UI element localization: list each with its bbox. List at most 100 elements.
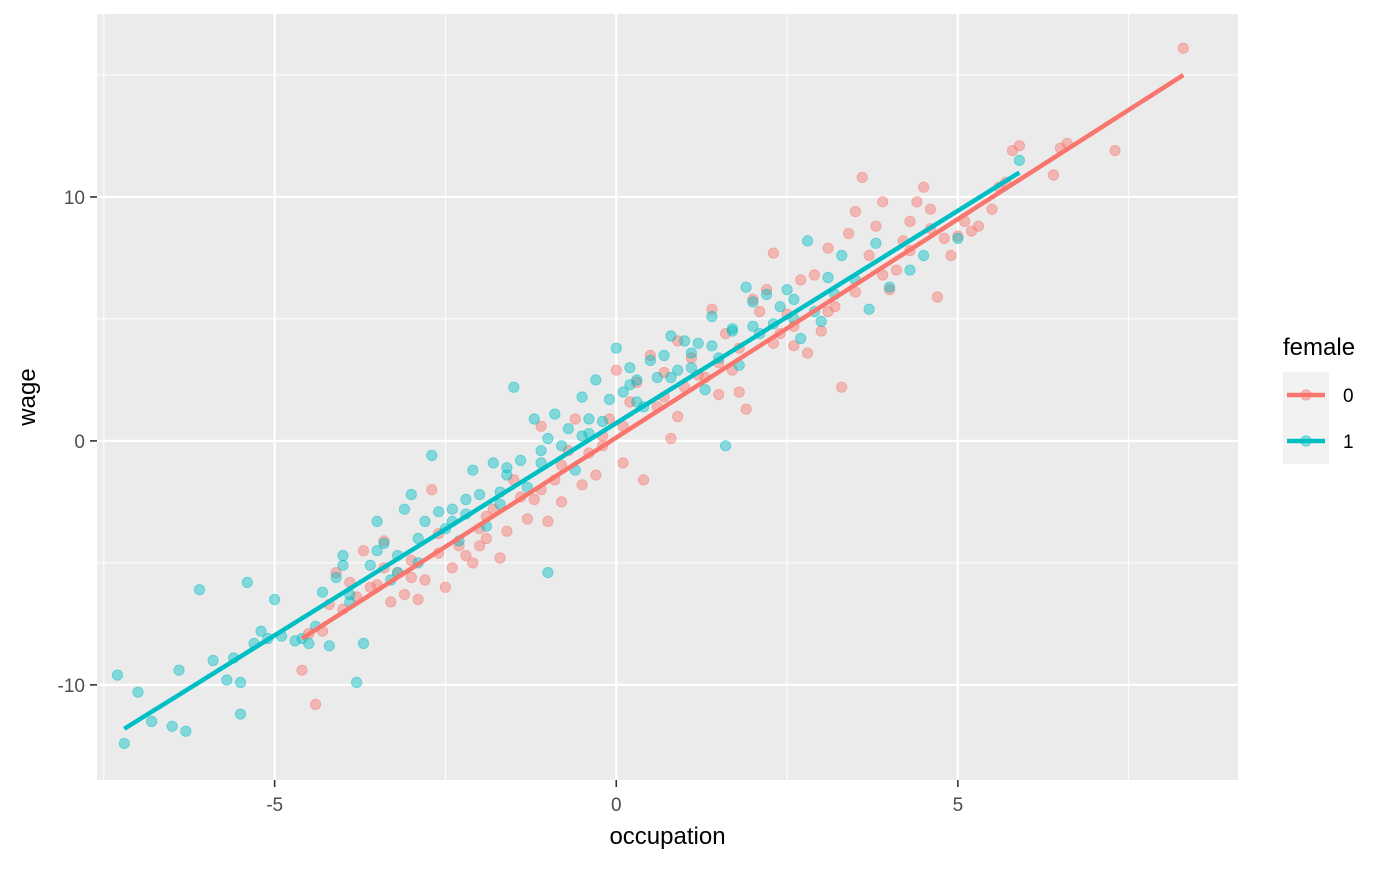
grid-major bbox=[97, 14, 1238, 780]
legend-label: 1 bbox=[1343, 432, 1354, 453]
data-point-series-0 bbox=[446, 562, 458, 574]
data-point-series-1 bbox=[221, 674, 233, 686]
data-point-series-0 bbox=[904, 215, 916, 227]
data-point-series-1 bbox=[576, 430, 588, 442]
data-point-series-0 bbox=[788, 340, 800, 352]
data-point-series-1 bbox=[706, 310, 718, 323]
y-tick-label: 0 bbox=[74, 432, 85, 453]
data-point-series-0 bbox=[590, 469, 602, 481]
data-point-series-1 bbox=[446, 503, 458, 515]
data-point-series-0 bbox=[405, 571, 417, 584]
legend-title: female bbox=[1283, 334, 1355, 361]
data-point-series-1 bbox=[207, 654, 219, 667]
data-point-series-0 bbox=[1047, 169, 1060, 181]
data-point-series-1 bbox=[904, 264, 916, 276]
data-point-series-0 bbox=[637, 474, 650, 486]
data-point-series-1 bbox=[426, 449, 438, 462]
data-point-series-0 bbox=[883, 284, 896, 296]
data-point-series-1 bbox=[473, 488, 486, 501]
data-point-series-1 bbox=[603, 393, 616, 405]
data-point-series-1 bbox=[801, 235, 814, 247]
data-point-series-1 bbox=[665, 330, 677, 342]
data-point-series-1 bbox=[508, 381, 520, 393]
data-point-series-1 bbox=[788, 293, 800, 305]
data-point-series-1 bbox=[863, 303, 875, 315]
data-point-series-0 bbox=[617, 457, 629, 469]
data-point-series-1 bbox=[549, 408, 561, 420]
data-point-series-0 bbox=[309, 698, 322, 711]
data-point-series-0 bbox=[357, 545, 370, 557]
data-point-series-1 bbox=[364, 559, 376, 571]
data-point-series-0 bbox=[426, 484, 438, 496]
data-point-series-0 bbox=[439, 581, 451, 593]
data-point-series-0 bbox=[405, 554, 417, 567]
data-point-series-0 bbox=[603, 413, 616, 425]
data-point-series-1 bbox=[699, 384, 711, 396]
data-point-series-1 bbox=[952, 232, 964, 244]
data-point-series-1 bbox=[173, 664, 185, 676]
data-point-series-0 bbox=[815, 325, 827, 337]
data-point-series-1 bbox=[665, 371, 677, 384]
data-point-series-1 bbox=[692, 337, 704, 349]
data-point-series-0 bbox=[542, 515, 554, 528]
data-point-series-0 bbox=[740, 403, 752, 415]
data-point-series-0 bbox=[528, 493, 540, 506]
grid-minor bbox=[97, 14, 1238, 808]
data-point-series-1 bbox=[760, 288, 773, 301]
data-point-series-1 bbox=[419, 515, 431, 528]
data-point-series-0 bbox=[419, 574, 431, 586]
y-tick-label: -10 bbox=[58, 676, 85, 697]
data-point-series-0 bbox=[385, 596, 397, 608]
data-point-series-1 bbox=[726, 325, 739, 337]
data-point-series-1 bbox=[719, 440, 732, 452]
data-point-series-1 bbox=[555, 440, 568, 452]
data-point-series-1 bbox=[685, 362, 698, 374]
data-point-series-0 bbox=[754, 305, 766, 318]
data-point-series-0 bbox=[760, 284, 773, 296]
data-point-series-1 bbox=[672, 364, 684, 376]
data-point-series-1 bbox=[528, 413, 540, 425]
data-point-series-0 bbox=[767, 247, 780, 259]
data-point-series-0 bbox=[665, 432, 677, 445]
data-point-series-1 bbox=[378, 537, 390, 550]
data-point-series-1 bbox=[111, 669, 124, 681]
data-point-series-0 bbox=[965, 225, 978, 237]
data-point-series-0 bbox=[918, 181, 930, 193]
data-point-series-1 bbox=[166, 720, 178, 732]
panel-background bbox=[97, 14, 1238, 780]
data-point-series-0 bbox=[870, 220, 882, 232]
data-point-series-0 bbox=[924, 203, 937, 215]
data-point-series-0 bbox=[480, 532, 492, 545]
data-point-series-1 bbox=[596, 415, 609, 427]
data-point-series-0 bbox=[856, 171, 868, 183]
data-point-series-0 bbox=[378, 535, 390, 547]
data-point-series-0 bbox=[555, 496, 568, 508]
data-point-series-1 bbox=[405, 488, 417, 501]
fit-lines-layer bbox=[123, 73, 1185, 731]
data-point-series-0 bbox=[1006, 145, 1019, 157]
data-point-series-1 bbox=[576, 391, 588, 403]
data-point-series-1 bbox=[583, 413, 595, 425]
data-point-series-0 bbox=[822, 242, 834, 254]
data-point-series-1 bbox=[241, 576, 253, 589]
data-point-series-1 bbox=[542, 432, 554, 445]
data-point-series-1 bbox=[774, 301, 786, 313]
fit-line-series-1 bbox=[123, 170, 1021, 731]
data-point-series-0 bbox=[494, 552, 506, 564]
fit-line-series-0 bbox=[300, 73, 1185, 641]
data-point-series-1 bbox=[337, 549, 349, 562]
data-point-series-0 bbox=[795, 274, 807, 286]
points-layer bbox=[111, 42, 1189, 750]
data-point-series-0 bbox=[842, 228, 855, 240]
x-tick-label: 5 bbox=[953, 795, 964, 816]
data-point-series-1 bbox=[289, 635, 301, 647]
data-point-series-1 bbox=[795, 332, 807, 345]
data-point-series-1 bbox=[432, 506, 445, 518]
data-point-series-0 bbox=[296, 664, 308, 676]
data-point-series-0 bbox=[1109, 145, 1121, 157]
data-point-series-0 bbox=[473, 540, 486, 552]
data-point-series-1 bbox=[610, 342, 622, 354]
data-point-series-1 bbox=[624, 379, 636, 391]
data-point-series-1 bbox=[815, 315, 827, 327]
data-point-series-1 bbox=[1013, 154, 1026, 166]
